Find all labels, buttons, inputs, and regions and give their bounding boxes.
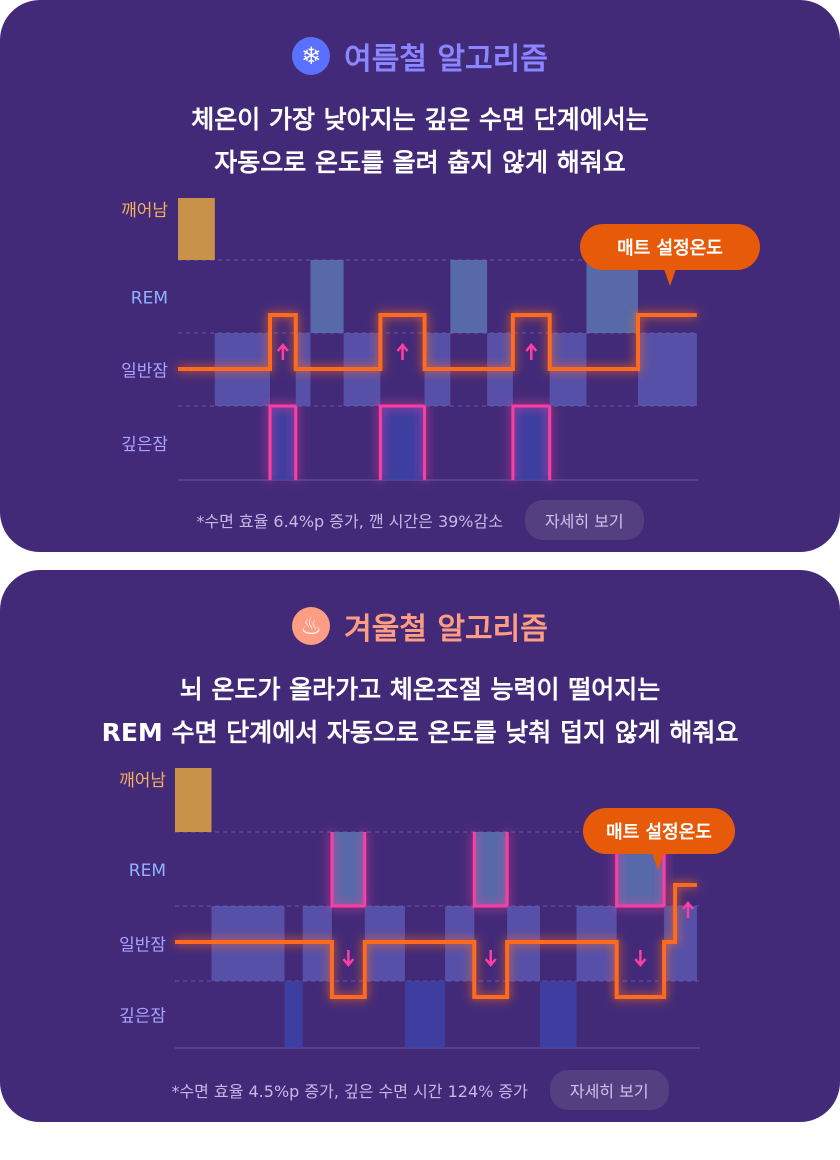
winter-footer: *수면 효율 4.5%p 증가, 깊은 수면 시간 124% 증가 자세히 보기 bbox=[0, 1070, 840, 1110]
highlight-outline bbox=[330, 832, 367, 908]
tooltip-bubble bbox=[580, 224, 760, 270]
highlight-outline bbox=[511, 404, 552, 480]
down-arrow-icon bbox=[342, 950, 355, 967]
winter-more-button[interactable]: 자세히 보기 bbox=[549, 1070, 669, 1110]
stage-label: 일반잠 bbox=[119, 936, 166, 956]
temperature-line bbox=[178, 313, 697, 371]
hypnogram-block bbox=[586, 260, 638, 333]
tooltip-bubble bbox=[583, 808, 735, 854]
hypnogram-block bbox=[284, 981, 303, 1048]
up-arrow-icon bbox=[525, 343, 538, 360]
hypnogram-block bbox=[331, 832, 365, 906]
winter-title: 겨울철 알고리즘 bbox=[344, 612, 548, 647]
hypnogram-block bbox=[380, 406, 425, 480]
summer-more-button[interactable]: 자세히 보기 bbox=[524, 500, 644, 540]
winter-note: *수면 효율 4.5%p 증가, 깊은 수면 시간 124% 증가 bbox=[171, 1082, 528, 1101]
highlight-outline bbox=[615, 832, 666, 908]
snowflake-icon: ❄ bbox=[292, 37, 331, 75]
stage-label: 깨어남 bbox=[121, 201, 168, 221]
hypnogram-block bbox=[404, 981, 446, 1048]
up-arrow-icon bbox=[276, 343, 289, 360]
summer-description: 체온이 가장 낮아지는 깊은 수면 단계에서는 자동으로 온도를 올려 춥지 않… bbox=[0, 98, 840, 184]
up-arrow-icon bbox=[682, 901, 694, 918]
hypnogram-block bbox=[638, 333, 697, 406]
winter-algorithm-card: ♨ 겨울철 알고리즘 뇌 온도가 올라가고 체온조절 능력이 떨어지는 REM … bbox=[0, 570, 840, 1122]
hypnogram-block bbox=[310, 260, 344, 333]
summer-desc-line-2: 자동으로 온도를 올려 춥지 않게 해줘요 bbox=[214, 148, 626, 177]
highlight-outline bbox=[378, 404, 427, 480]
summer-desc-line-1: 체온이 가장 낮아지는 깊은 수면 단계에서는 bbox=[191, 105, 649, 134]
tooltip-pointer bbox=[664, 269, 676, 286]
summer-note: *수면 효율 6.4%p 증가, 깬 시간은 39%감소 bbox=[196, 512, 503, 531]
tooltip-label: 매트 설정온도 bbox=[617, 238, 723, 259]
hypnogram-block bbox=[474, 832, 508, 906]
stage-label: REM bbox=[131, 289, 168, 309]
down-arrow-icon bbox=[634, 950, 647, 967]
tooltip-pointer bbox=[652, 853, 664, 870]
stage-label: 깨어남 bbox=[119, 771, 166, 791]
winter-title-row: ♨ 겨울철 알고리즘 bbox=[0, 604, 840, 648]
summer-title-row: ❄ 여름철 알고리즘 bbox=[0, 34, 840, 78]
hypnogram-block bbox=[175, 768, 212, 832]
summer-title: 여름철 알고리즘 bbox=[344, 42, 548, 77]
summer-algorithm-card: ❄ 여름철 알고리즘 체온이 가장 낮아지는 깊은 수면 단계에서는 자동으로 … bbox=[0, 0, 840, 552]
winter-description: 뇌 온도가 올라가고 체온조절 능력이 떨어지는 REM 수면 단계에서 자동으… bbox=[0, 668, 840, 754]
down-arrow-icon bbox=[484, 950, 497, 967]
hypnogram-block bbox=[178, 198, 215, 260]
heat-waves-icon: ♨ bbox=[292, 607, 331, 645]
hypnogram-block bbox=[270, 406, 296, 480]
stage-label: REM bbox=[129, 861, 166, 881]
hypnogram-block bbox=[540, 981, 577, 1048]
tooltip-label: 매트 설정온도 bbox=[606, 822, 712, 843]
stage-label: 일반잠 bbox=[121, 362, 168, 382]
highlight-outline bbox=[268, 404, 298, 480]
up-arrow-icon bbox=[396, 343, 409, 360]
winter-desc-line-1: 뇌 온도가 올라가고 체온조절 능력이 떨어지는 bbox=[179, 675, 661, 704]
stage-label: 깊은잠 bbox=[121, 435, 168, 455]
winter-desc-line-2: REM 수면 단계에서 자동으로 온도를 낮춰 덥지 않게 해줘요 bbox=[101, 718, 739, 747]
hypnogram-block bbox=[450, 260, 488, 333]
highlight-outline bbox=[472, 832, 509, 908]
hypnogram-block bbox=[512, 406, 550, 480]
summer-footer: *수면 효율 6.4%p 증가, 깬 시간은 39%감소 자세히 보기 bbox=[0, 500, 840, 540]
stage-label: 깊은잠 bbox=[119, 1007, 166, 1027]
temperature-line bbox=[175, 883, 697, 999]
